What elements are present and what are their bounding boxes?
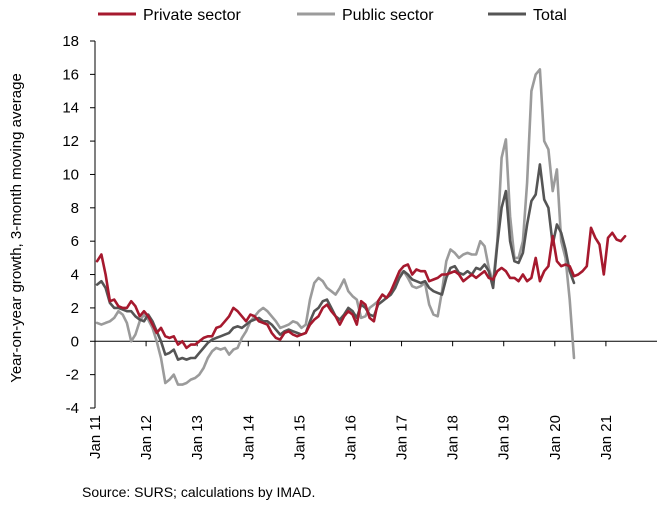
x-tick-label: Jan 17 <box>394 415 411 460</box>
y-tick-label: -4 <box>66 400 79 417</box>
y-tick-label: 12 <box>62 133 79 150</box>
y-tick-label: 8 <box>71 200 79 217</box>
x-tick-label: Jan 16 <box>342 415 359 460</box>
legend-item-private-sector: Private sector <box>98 7 241 24</box>
y-tick-label: 10 <box>62 166 79 183</box>
y-axis: -4 -2 0 2 4 6 8 10 12 14 16 18 <box>62 33 95 417</box>
x-tick-label: Jan 15 <box>291 415 308 460</box>
source-note: Source: SURS; calculations by IMAD. <box>82 484 316 500</box>
x-tick-label: Jan 14 <box>240 415 257 460</box>
x-tick-label: Jan 19 <box>496 415 513 460</box>
legend-label-total: Total <box>533 7 567 24</box>
y-tick-label: 0 <box>71 333 79 350</box>
legend-label-public-sector: Public sector <box>342 7 434 24</box>
x-tick-label: Jan 20 <box>547 415 564 460</box>
y-tick-label: 18 <box>62 33 79 50</box>
y-tick-label: 4 <box>71 267 79 284</box>
x-tick-label: Jan 12 <box>138 415 155 460</box>
y-tick-label: 14 <box>62 100 79 117</box>
x-tick-label: Jan 11 <box>87 415 104 459</box>
x-axis: Jan 11 Jan 12 Jan 13 Jan 14 Jan 15 Jan 16 Jan … <box>87 341 615 460</box>
series-lines <box>95 68 627 386</box>
legend: Private sector Public sector Total <box>98 7 567 24</box>
legend-item-public-sector: Public sector <box>297 7 434 24</box>
series-line-private-sector <box>95 226 627 350</box>
y-tick-label: 2 <box>71 300 79 317</box>
axis-lines <box>94 41 657 408</box>
y-axis-title: Year-on-year growth, 3-month moving aver… <box>8 73 25 383</box>
y-tick-label: 6 <box>71 233 79 250</box>
y-tick-label: -2 <box>66 367 79 384</box>
series-line-total <box>95 163 576 361</box>
x-tick-label: Jan 21 <box>598 415 615 460</box>
x-tick-label: Jan 13 <box>189 415 206 460</box>
legend-label-private-sector: Private sector <box>143 7 241 24</box>
y-tick-label: 16 <box>62 66 79 83</box>
legend-item-total: Total <box>488 7 567 24</box>
x-tick-label: Jan 18 <box>445 415 462 460</box>
